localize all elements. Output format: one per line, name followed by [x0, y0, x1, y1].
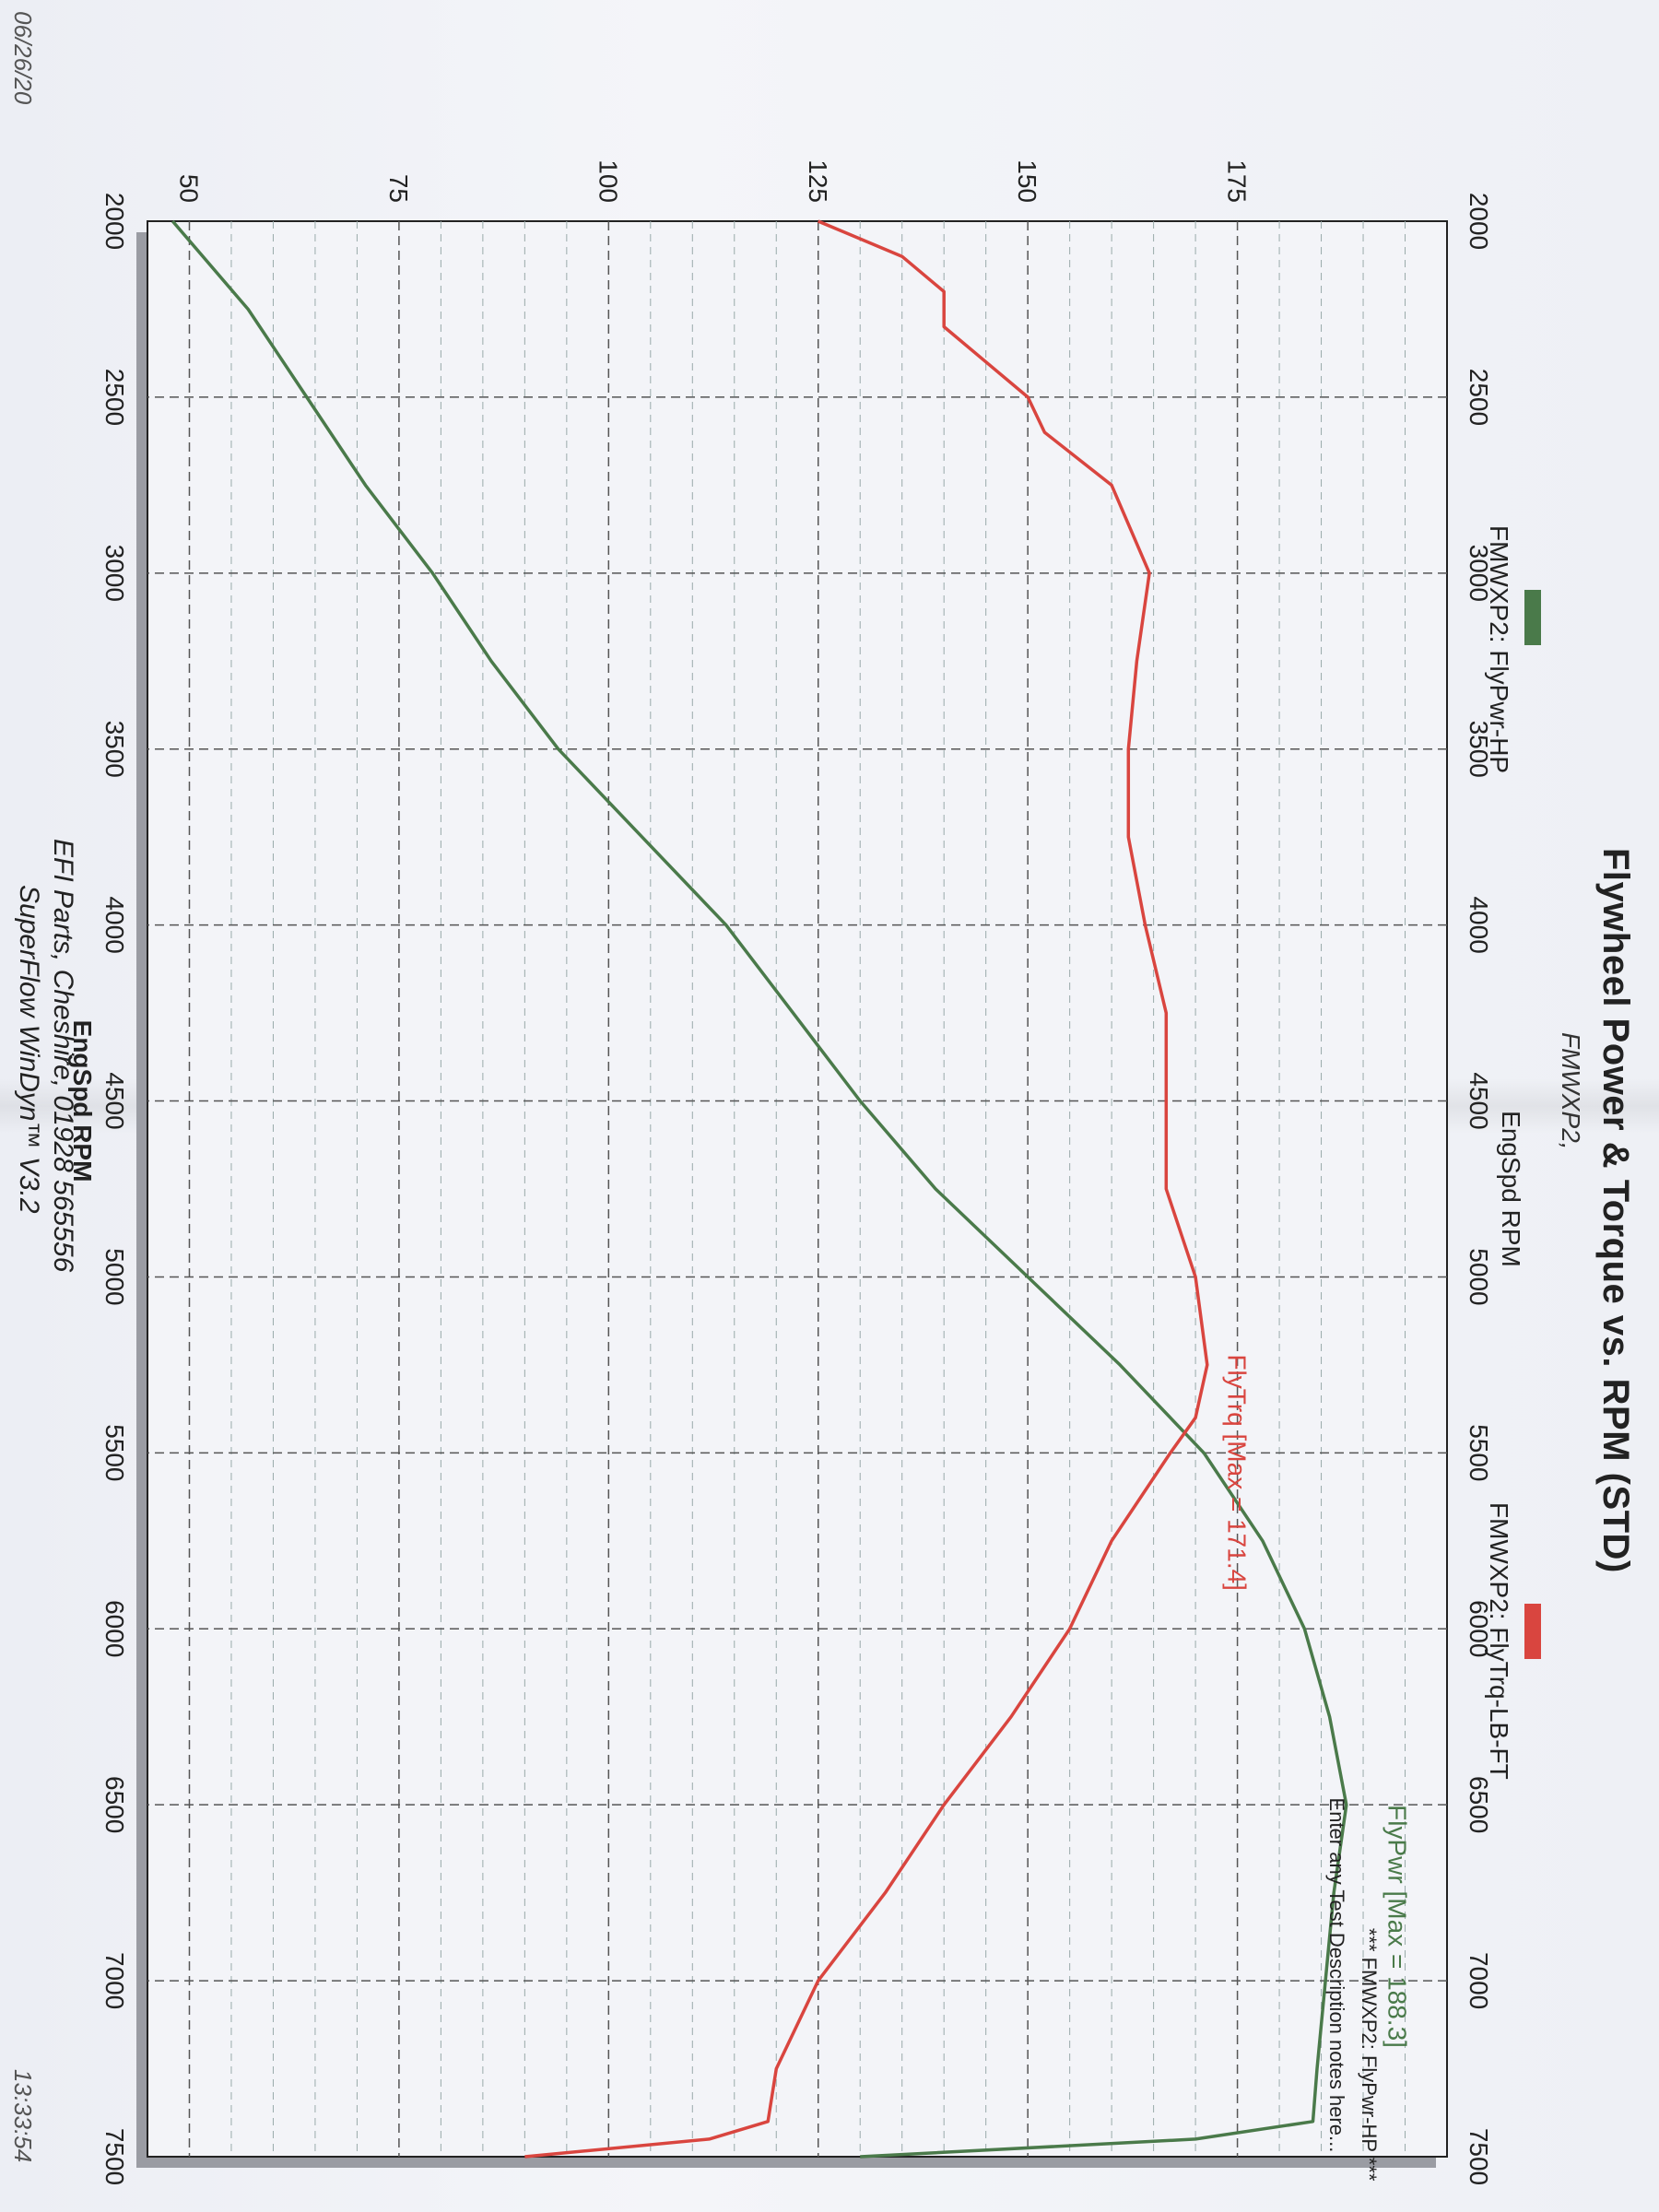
y-tick-label-left: 175: [1223, 159, 1252, 203]
x-axis-title-top: EngSpd RPM: [1497, 1111, 1525, 1267]
x-tick-label-top: 6500: [1465, 1776, 1493, 1833]
x-tick-label-bottom: 2500: [100, 369, 129, 426]
torque-curve: [524, 219, 1209, 2159]
y-tick-label-left: 75: [384, 174, 413, 203]
y-tick-label-left: 125: [804, 159, 832, 203]
y-tick-label-left: 150: [1013, 159, 1041, 203]
print-time: 13:33:54: [9, 2069, 37, 2163]
x-tick-label-top: 7000: [1465, 1952, 1493, 2009]
x-tick-label-top: 3500: [1465, 721, 1493, 778]
x-tick-label-top: 5000: [1465, 1248, 1493, 1305]
x-tick-label-bottom: 6500: [100, 1776, 129, 1833]
x-tick-label-bottom: 4500: [100, 1072, 129, 1129]
x-tick-label-top: 4500: [1465, 1072, 1493, 1129]
x-tick-label-bottom: 2000: [100, 193, 129, 250]
x-axis-title-bottom: EngSpd RPM: [68, 1020, 97, 1182]
y-tick-label-left: 100: [594, 159, 622, 203]
x-tick-label-top: 2000: [1465, 193, 1493, 250]
x-tick-label-bottom: 3000: [100, 545, 129, 602]
power-max-annotation: FlyPwr [Max = 188.3]: [1382, 1805, 1411, 2048]
x-tick-label-top: 2500: [1465, 369, 1493, 426]
torque-max-annotation: FlyTrq [Max = 171.4]: [1223, 1354, 1252, 1591]
x-tick-label-bottom: 5500: [100, 1424, 129, 1481]
x-tick-label-bottom: 7000: [100, 1952, 129, 2009]
test-note-line2: Enter any Test Description notes here...: [1325, 1798, 1348, 2153]
x-tick-label-top: 4000: [1465, 896, 1493, 953]
test-note-line1: *** FMWXP2: FlyPwr-HP ***: [1358, 1928, 1381, 2182]
x-tick-label-top: 6000: [1465, 1600, 1493, 1657]
footer-company: EFI Parts, Cheshire, 01928 565556: [48, 839, 78, 1273]
power-curve: [171, 219, 1348, 2159]
x-tick-label-top: 7500: [1465, 2128, 1493, 2185]
x-tick-label-bottom: 6000: [100, 1600, 129, 1657]
plot-frame: [147, 220, 1448, 2158]
x-tick-label-top: 5500: [1465, 1424, 1493, 1481]
x-tick-label-bottom: 4000: [100, 896, 129, 953]
print-date: 06/26/20: [9, 11, 37, 105]
y-tick-label-left: 50: [174, 174, 203, 203]
x-tick-label-top: 3000: [1465, 545, 1493, 602]
x-tick-label-bottom: 3500: [100, 721, 129, 778]
footer-software: SuperFlow WinDyn™ V3.2: [14, 885, 44, 1214]
x-tick-label-bottom: 7500: [100, 2128, 129, 2185]
x-tick-label-bottom: 5000: [100, 1248, 129, 1305]
